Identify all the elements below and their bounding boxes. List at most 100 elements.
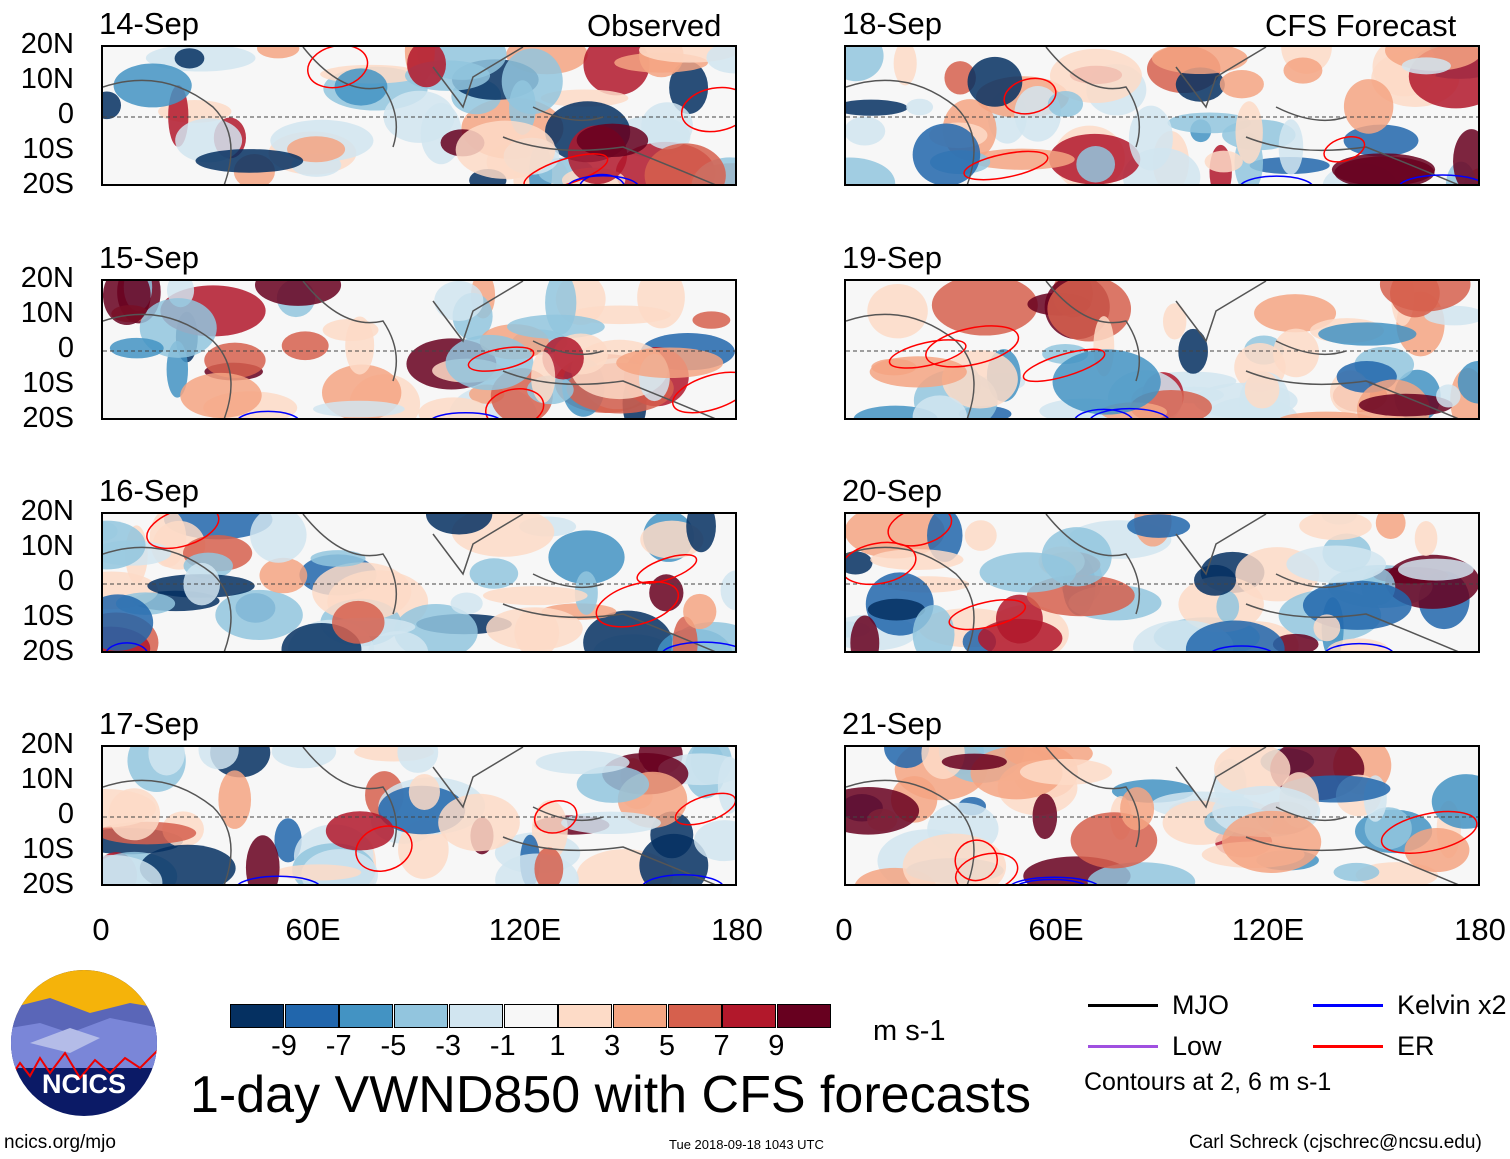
anomaly-blob xyxy=(368,631,429,651)
er-contour xyxy=(954,852,1019,884)
anomaly-blob xyxy=(1254,294,1337,333)
anomaly-blob xyxy=(941,753,1007,771)
colorbar-label: 3 xyxy=(604,1030,621,1062)
panel-date: 16-Sep xyxy=(99,473,199,508)
anomaly-blob xyxy=(893,47,917,86)
ncics-logo: NCICS xyxy=(11,970,157,1116)
anomaly-blob xyxy=(1235,101,1263,164)
kelvin-contour xyxy=(1399,174,1478,184)
anomaly-blob xyxy=(548,530,625,585)
colorbar-swatch xyxy=(503,1004,558,1028)
anomaly-blob xyxy=(507,314,605,339)
lat-tick-label: 10S xyxy=(22,367,74,399)
er-contour xyxy=(963,150,1049,181)
lat-tick-label: 0 xyxy=(57,565,74,597)
anomaly-blob xyxy=(1397,558,1474,581)
lon-tick-label: 120E xyxy=(1231,912,1305,947)
anomaly-blob xyxy=(180,372,262,418)
coastline xyxy=(846,514,1459,651)
anomaly-blob xyxy=(275,864,362,881)
anomaly-blob xyxy=(281,331,329,361)
er-contour xyxy=(672,371,735,414)
anomaly-blob xyxy=(1286,545,1387,583)
er-contour xyxy=(1003,77,1057,115)
anomaly-blob xyxy=(846,787,920,835)
anomaly-blob xyxy=(1318,322,1417,346)
anomaly-blob xyxy=(1204,150,1243,173)
panel-date: 18-Sep xyxy=(842,6,942,41)
kelvin-contour xyxy=(237,875,320,884)
anomaly-blob xyxy=(425,514,493,535)
anomaly-blob xyxy=(1283,57,1323,84)
forecast-label: CFS Forecast xyxy=(1265,8,1457,43)
anomaly-blob xyxy=(103,594,154,651)
map-panel-19-Sep xyxy=(844,279,1480,420)
anomaly-blob xyxy=(977,618,1063,651)
er-contour xyxy=(680,86,735,133)
anomaly-blob xyxy=(215,589,303,640)
anomaly-blob xyxy=(1175,67,1225,102)
lat-tick-label: 10S xyxy=(22,133,74,165)
anomaly-blob xyxy=(310,550,366,567)
contour-note: Contours at 2, 6 m s-1 xyxy=(1084,1068,1332,1096)
colorbar-swatch xyxy=(667,1004,722,1028)
anomaly-blob xyxy=(103,788,156,828)
map-panel-18-Sep xyxy=(844,45,1480,186)
anomaly-blob xyxy=(902,833,1007,884)
anomaly-blob xyxy=(1273,328,1320,378)
colorbar-label: -5 xyxy=(380,1030,407,1062)
map-panel-16-Sep xyxy=(101,512,737,653)
er-contour xyxy=(307,47,369,89)
anomaly-blob xyxy=(245,835,280,884)
anomaly-blob xyxy=(540,89,629,107)
anomaly-blob xyxy=(576,765,650,803)
map-panel-17-Sep xyxy=(101,745,737,886)
kelvin-contour xyxy=(106,642,148,651)
anomaly-blob xyxy=(325,811,395,851)
lat-tick-label: 20N xyxy=(20,262,74,294)
anomaly-blob xyxy=(912,605,955,651)
colorbar-swatch xyxy=(284,1004,339,1028)
anomaly-blob xyxy=(641,102,693,150)
map-panel-21-Sep xyxy=(844,745,1480,886)
anomaly-blob xyxy=(1424,305,1478,326)
lon-tick-label: 0 xyxy=(92,912,110,947)
er-contour xyxy=(1022,348,1106,383)
anomaly-blob xyxy=(1127,514,1191,538)
anomaly-blob xyxy=(408,773,441,810)
anomaly-blob xyxy=(1313,614,1341,642)
lat-tick-label: 20N xyxy=(20,728,74,760)
anomaly-blob xyxy=(450,592,483,615)
er-contour xyxy=(954,839,999,882)
footer-url[interactable]: ncics.org/mjo xyxy=(4,1132,116,1153)
er-contour xyxy=(533,800,578,834)
er-contour xyxy=(888,339,967,369)
anomaly-blob xyxy=(103,91,122,120)
anomaly-blob xyxy=(846,116,886,146)
anomaly-blob xyxy=(720,570,735,611)
er-contour xyxy=(948,599,1027,631)
anomaly-blob xyxy=(139,844,236,884)
anomaly-blob xyxy=(250,514,307,563)
map-panel-20-Sep xyxy=(844,512,1480,653)
colorbar-swatch xyxy=(722,1004,777,1028)
anomaly-blob xyxy=(313,400,405,418)
anomaly-blob xyxy=(445,334,534,391)
anomaly-blob xyxy=(1076,146,1116,183)
anomaly-blob xyxy=(1278,119,1304,175)
anomaly-blob xyxy=(969,148,1075,170)
lon-tick-label: 60E xyxy=(1028,912,1084,947)
er-contour xyxy=(887,514,953,547)
lat-tick-label: 10S xyxy=(22,600,74,632)
lat-tick-label: 10N xyxy=(20,63,74,95)
lat-tick-label: 20N xyxy=(20,28,74,60)
colorbar-label: -3 xyxy=(435,1030,461,1062)
coastline xyxy=(103,514,716,651)
coastline xyxy=(103,747,716,884)
observed-label: Observed xyxy=(587,8,722,43)
colorbar-swatch xyxy=(777,1004,831,1028)
anomaly-blob xyxy=(103,855,163,884)
anomaly-blob xyxy=(1041,527,1112,587)
anomaly-blob xyxy=(1047,91,1084,118)
lat-tick-label: 20S xyxy=(22,635,74,667)
